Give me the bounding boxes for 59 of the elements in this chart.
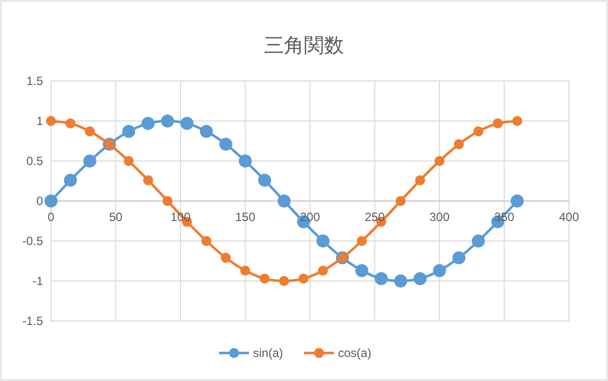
point [355, 264, 368, 278]
point [161, 114, 174, 128]
legend-label: sin(a) [253, 346, 284, 360]
point [473, 126, 484, 136]
point [84, 126, 95, 136]
point [278, 194, 291, 208]
x-tick-label: 0 [48, 210, 55, 224]
x-tick-label: 50 [109, 210, 123, 224]
point [396, 196, 406, 206]
point [220, 252, 231, 263]
y-tick-label: 0.5 [26, 154, 44, 168]
point [44, 194, 58, 208]
point [512, 116, 522, 126]
point [414, 272, 427, 286]
y-tick-label: 1 [36, 114, 44, 128]
point [200, 124, 213, 138]
point [316, 234, 330, 248]
point [394, 274, 408, 288]
point [122, 124, 136, 138]
point [143, 175, 154, 186]
legend-label: cos(a) [338, 346, 372, 360]
x-tick-label: 250 [364, 210, 386, 224]
point [492, 118, 503, 128]
x-tick-label: 150 [235, 210, 256, 224]
point [162, 196, 173, 206]
x-tick-label: 200 [300, 210, 320, 224]
point [64, 174, 77, 187]
point [279, 276, 290, 286]
point [258, 174, 272, 187]
point [510, 194, 524, 208]
point [83, 154, 96, 168]
y-tick-label: -0.5 [22, 234, 44, 248]
y-tick-label: -1.5 [22, 314, 44, 328]
point [318, 266, 328, 276]
y-tick-label: 1.5 [26, 74, 44, 88]
chart-title: 三角関数 [264, 35, 344, 57]
point [454, 139, 464, 150]
point [472, 234, 485, 248]
point [434, 156, 444, 166]
point [452, 251, 466, 264]
point [433, 264, 446, 278]
point [65, 118, 76, 128]
point [201, 236, 212, 246]
point [219, 138, 232, 151]
point [260, 274, 270, 284]
point [46, 116, 56, 126]
point [142, 116, 155, 130]
x-tick-label: 300 [429, 210, 450, 224]
y-tick-label: -1 [32, 274, 44, 288]
x-tick-label: 400 [558, 210, 580, 224]
point [240, 266, 250, 276]
y-tick-label: 0 [36, 194, 44, 208]
point [298, 274, 309, 284]
point [415, 175, 426, 186]
point [238, 154, 252, 168]
point [374, 272, 388, 286]
point [356, 236, 367, 246]
point [124, 156, 134, 166]
point [180, 116, 194, 130]
